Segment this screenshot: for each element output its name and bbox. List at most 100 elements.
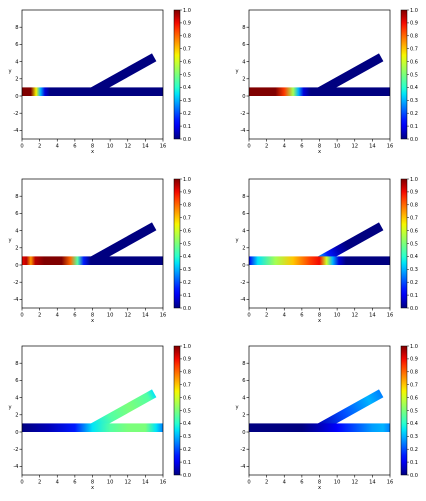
- colorbar-tick-label: 0.4: [183, 254, 191, 260]
- panel-middle-right: 0 2 4 6 8 10 12 14 16-4-202468xy0.00.10.20.30.40…: [235, 177, 417, 324]
- x-tick-label: 0: [20, 144, 23, 150]
- x-tick-label: 6: [300, 144, 303, 150]
- y-tick-label: 6: [15, 42, 18, 48]
- x-tick-label: 4: [56, 480, 60, 486]
- y-axis-label: y: [235, 405, 238, 411]
- x-tick-label: 4: [283, 144, 287, 150]
- panel-middle-left: 0 2 4 6 8 10 12 14 16-4-202468xy0.00.10.20.30.40…: [8, 177, 190, 324]
- colorbar-tick-label: 0.2: [183, 447, 191, 453]
- panel-bottom-right: 0 2 4 6 8 10 12 14 16-4-202468xy0.00.10.20.30.40…: [235, 344, 417, 491]
- y-tick-label: 0: [242, 263, 245, 269]
- axes-frame: [248, 9, 391, 140]
- colorbar-tick-label: 0.7: [410, 47, 418, 53]
- colorbar-tick-label: 0.4: [183, 421, 191, 427]
- y-tick-label: -2: [240, 280, 245, 286]
- colorbar-tick-label: 1.0: [410, 177, 418, 183]
- x-tick-label: 12: [351, 480, 358, 486]
- x-tick-label: 16: [160, 144, 167, 150]
- colorbar-tick-label: 0.8: [183, 203, 191, 209]
- colorbar-tick-label: 0.1: [410, 293, 418, 299]
- colorbar-tick-label: 0.1: [410, 460, 418, 466]
- branch-channel: [90, 53, 157, 96]
- colorbar-tick-label: 0.3: [183, 434, 191, 440]
- y-tick-label: 4: [15, 228, 19, 234]
- x-tick-label: 10: [107, 144, 114, 150]
- y-axis-label: y: [8, 238, 11, 244]
- colorbar-tick-label: 0.7: [183, 383, 191, 389]
- axes-frame: [21, 178, 164, 309]
- main-channel: [249, 87, 390, 96]
- y-tick-label: 4: [15, 395, 19, 401]
- y-tick-label: 0: [15, 430, 18, 436]
- main-channel: [22, 256, 163, 265]
- colorbar-tick-label: 0.4: [410, 85, 418, 91]
- y-tick-label: 0: [242, 430, 245, 436]
- x-tick-label: 4: [56, 313, 60, 319]
- colorbar-tick-label: 0.8: [183, 370, 191, 376]
- x-tick-label: 16: [387, 313, 394, 319]
- colorbar-tick-label: 0.9: [183, 190, 191, 196]
- colorbar-tick-label: 0.0: [183, 473, 191, 479]
- x-tick-label: 12: [351, 313, 358, 319]
- x-tick-label: 16: [160, 480, 167, 486]
- colorbar-tick-label: 0.6: [183, 228, 191, 234]
- colorbar-tick-label: 0.7: [183, 216, 191, 222]
- y-tick-label: 2: [15, 77, 18, 83]
- x-tick-label: 2: [38, 313, 41, 319]
- x-tick-label: 6: [73, 144, 76, 150]
- x-tick-label: 2: [265, 313, 268, 319]
- colorbar-tick-label: 0.2: [183, 280, 191, 286]
- x-axis-label: x: [91, 149, 94, 155]
- y-tick-label: 6: [15, 378, 18, 384]
- colorbar-tick-label: 1.0: [183, 8, 191, 14]
- x-tick-label: 8: [91, 480, 94, 486]
- colorbar-tick-label: 0.2: [183, 111, 191, 117]
- y-axis-label: y: [235, 69, 238, 75]
- branch-channel: [317, 53, 384, 96]
- colorbar-tick-label: 0.5: [410, 241, 418, 247]
- y-tick-label: 0: [15, 263, 18, 269]
- y-tick-label: 8: [242, 194, 245, 200]
- y-tick-label: -4: [240, 128, 246, 134]
- y-tick-label: 6: [242, 378, 245, 384]
- colorbar-tick-label: 0.5: [410, 72, 418, 78]
- axes-frame: [21, 345, 164, 476]
- x-tick-label: 2: [265, 480, 268, 486]
- x-tick-label: 8: [318, 313, 321, 319]
- colorbar-tick-label: 0.0: [183, 137, 191, 143]
- colorbar: [400, 178, 408, 309]
- x-tick-label: 12: [351, 144, 358, 150]
- y-tick-label: -4: [13, 464, 19, 470]
- x-tick-label: 4: [56, 144, 60, 150]
- x-tick-label: 14: [369, 313, 376, 319]
- y-tick-label: 4: [242, 59, 246, 65]
- branch-channel: [317, 389, 384, 432]
- colorbar-tick-label: 0.2: [410, 111, 418, 117]
- colorbar-tick-label: 0.1: [410, 124, 418, 130]
- x-axis-label: x: [91, 318, 94, 324]
- x-tick-label: 10: [107, 313, 114, 319]
- x-tick-label: 14: [142, 480, 149, 486]
- y-tick-label: 2: [15, 413, 18, 419]
- colorbar-tick-label: 0.3: [183, 98, 191, 104]
- x-tick-label: 6: [73, 480, 76, 486]
- x-tick-label: 14: [369, 480, 376, 486]
- y-tick-label: -4: [240, 464, 246, 470]
- colorbar-tick-label: 0.0: [183, 306, 191, 312]
- y-tick-label: 8: [15, 194, 18, 200]
- y-tick-label: 6: [15, 211, 18, 217]
- x-tick-label: 0: [20, 480, 23, 486]
- colorbar-tick-label: 0.0: [410, 137, 418, 143]
- x-tick-label: 16: [160, 313, 167, 319]
- colorbar-tick-label: 0.7: [410, 216, 418, 222]
- panel-bottom-left: 0 2 4 6 8 10 12 14 16-4-202468xy0.00.10.20.30.40…: [8, 344, 190, 491]
- x-tick-label: 10: [107, 480, 114, 486]
- x-tick-label: 14: [142, 144, 149, 150]
- x-tick-label: 12: [124, 144, 131, 150]
- x-tick-label: 8: [91, 313, 94, 319]
- colorbar-tick-label: 0.6: [410, 59, 418, 65]
- y-axis-label: y: [8, 69, 11, 75]
- y-tick-label: -4: [13, 297, 19, 303]
- x-tick-label: 4: [283, 313, 287, 319]
